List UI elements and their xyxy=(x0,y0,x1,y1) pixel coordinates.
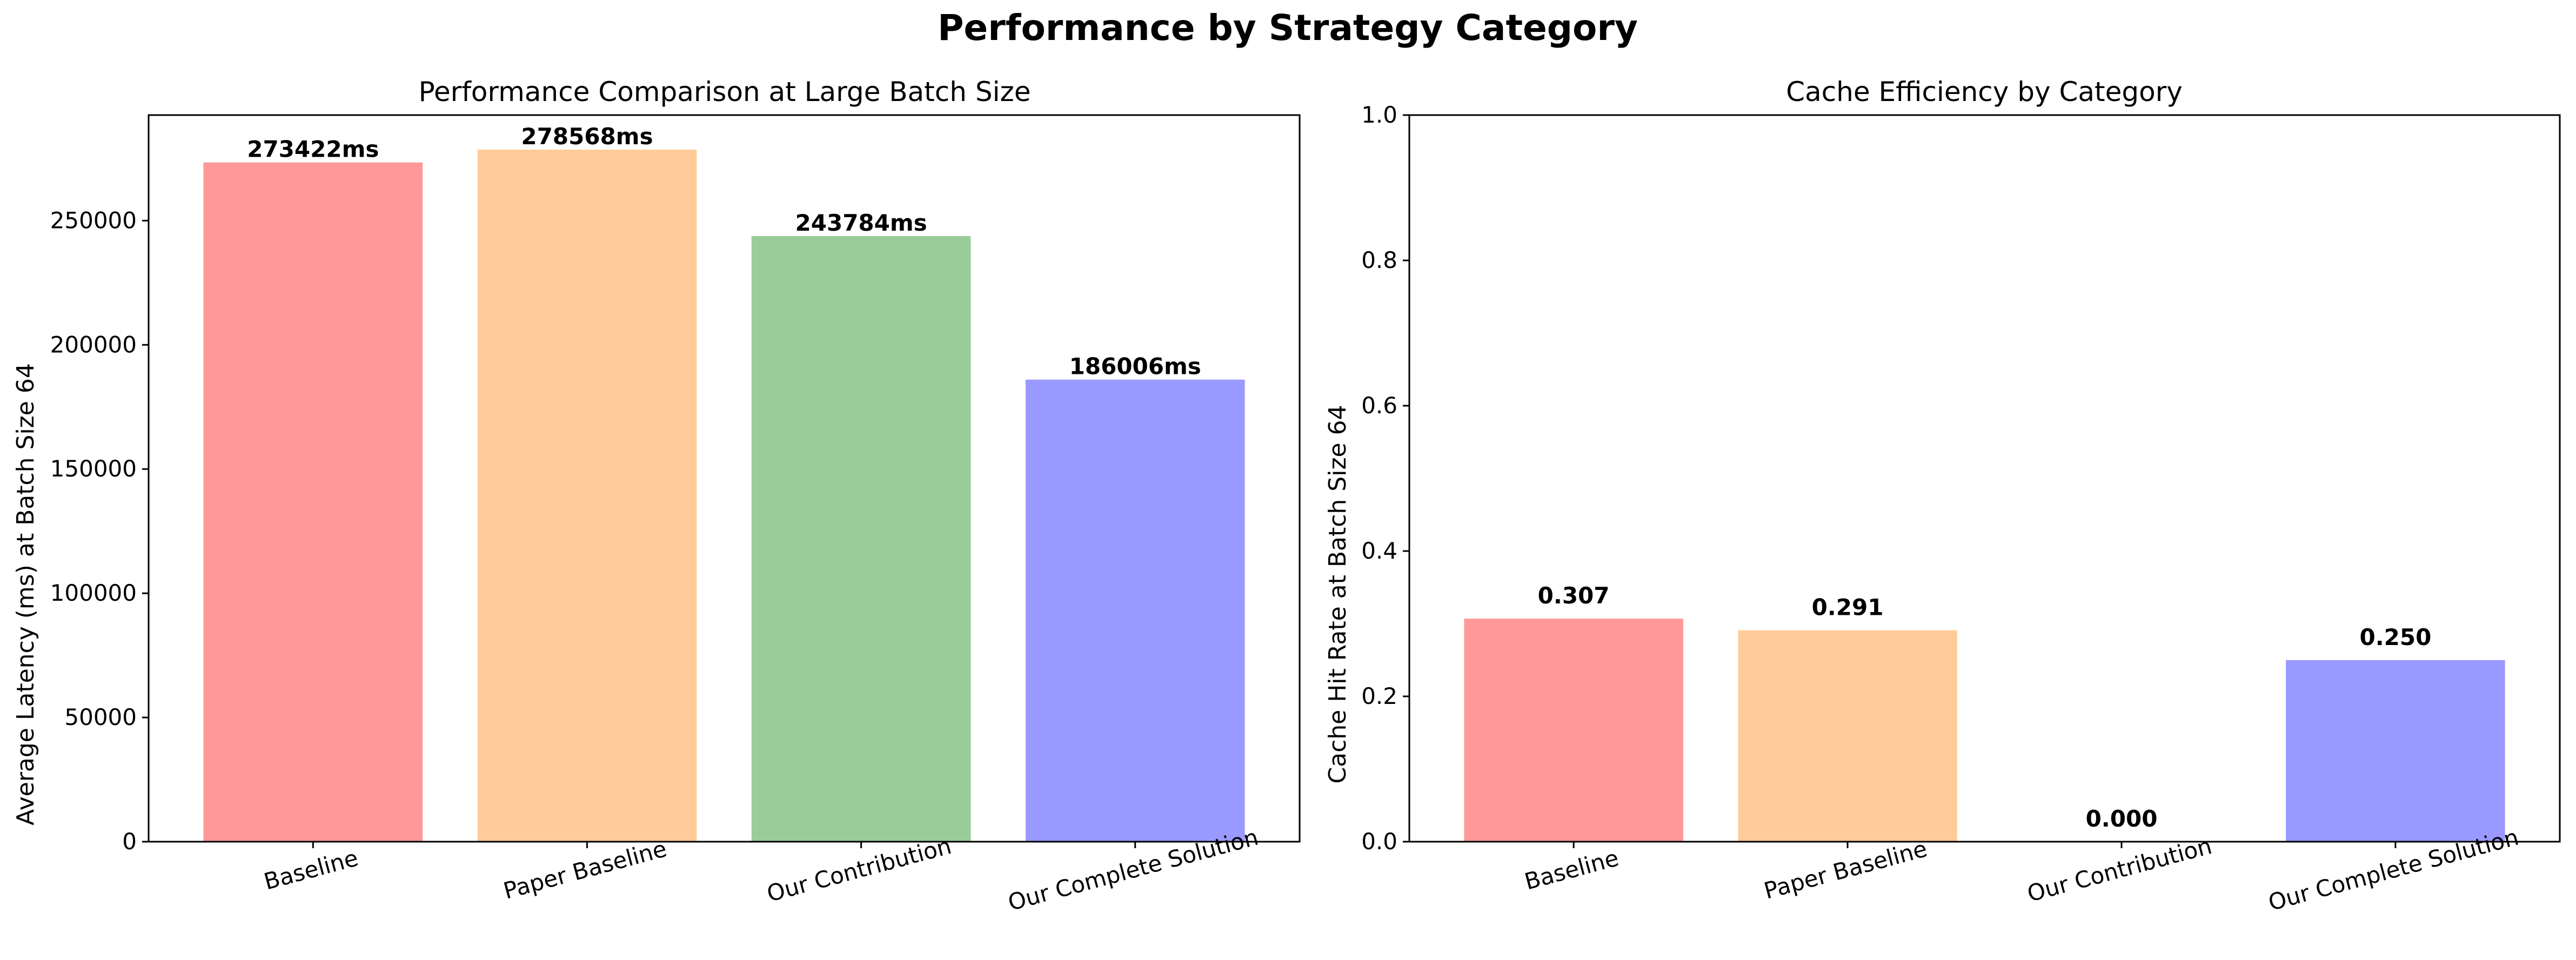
latency-bar xyxy=(203,162,423,842)
latency-x-tick-label: Paper Baseline xyxy=(500,835,669,904)
cache-y-tick-label: 1.0 xyxy=(1361,102,1397,128)
latency-y-axis: 0 50000 100000 150000 200000 250000 xyxy=(50,207,149,855)
latency-chart: Performance Comparison at Large Batch Si… xyxy=(12,76,1301,916)
cache-value-label: 0.307 xyxy=(1538,582,1610,609)
cache-chart: Cache Efficiency by Category Cache Hit R… xyxy=(1324,76,2561,916)
latency-value-label: 243784ms xyxy=(795,210,927,236)
cache-y-tick-label: 0.0 xyxy=(1361,828,1397,855)
cache-chart-ylabel: Cache Hit Rate at Batch Size 64 xyxy=(1324,405,1351,783)
latency-y-tick-label: 100000 xyxy=(50,580,137,606)
latency-bar xyxy=(477,150,697,842)
cache-value-label: 0.250 xyxy=(2359,624,2431,650)
latency-bar xyxy=(1025,379,1245,842)
latency-value-label: 278568ms xyxy=(521,123,653,150)
cache-value-label: 0.291 xyxy=(1812,594,1884,621)
cache-x-tick-label: Baseline xyxy=(1522,844,1622,895)
latency-bars xyxy=(203,150,1245,842)
latency-value-label: 186006ms xyxy=(1069,353,1201,380)
cache-x-tick-label: Paper Baseline xyxy=(1761,835,1930,904)
latency-chart-title: Performance Comparison at Large Batch Si… xyxy=(419,76,1031,108)
cache-bar xyxy=(1738,630,1957,842)
latency-y-tick-label: 0 xyxy=(122,828,137,855)
cache-x-tick-label: Our Contribution xyxy=(2024,833,2214,907)
cache-value-label: 0.000 xyxy=(2086,805,2158,832)
cache-plot-frame xyxy=(1408,114,2561,843)
cache-y-tick-label: 0.2 xyxy=(1361,683,1397,709)
cache-y-tick-label: 0.6 xyxy=(1361,392,1397,419)
cache-chart-title: Cache Efficiency by Category xyxy=(1786,76,2183,108)
cache-y-tick-label: 0.8 xyxy=(1361,247,1397,273)
latency-y-tick-label: 150000 xyxy=(50,455,137,482)
figure-title: Performance by Strategy Category xyxy=(938,7,1638,49)
latency-chart-ylabel: Average Latency (ms) at Batch Size 64 xyxy=(12,363,39,825)
cache-y-tick-label: 0.4 xyxy=(1361,538,1397,564)
latency-y-tick-label: 250000 xyxy=(50,207,137,233)
latency-x-tick-label: Baseline xyxy=(261,844,361,895)
cache-y-axis: 0.0 0.2 0.4 0.6 0.8 1.0 xyxy=(1361,102,1409,855)
latency-y-tick-label: 50000 xyxy=(64,704,137,730)
latency-value-labels: 273422ms 278568ms 243784ms 186006ms xyxy=(247,123,1201,380)
cache-bar xyxy=(1464,619,1683,842)
cache-value-labels: 0.307 0.291 0.000 0.250 xyxy=(1538,582,2432,832)
latency-x-tick-label: Our Contribution xyxy=(764,833,954,907)
latency-y-tick-label: 200000 xyxy=(50,331,137,358)
latency-value-label: 273422ms xyxy=(247,136,379,163)
cache-bar xyxy=(2286,660,2505,842)
cache-bars xyxy=(1464,619,2505,842)
latency-bar xyxy=(751,236,971,842)
latency-plot-frame xyxy=(148,114,1301,843)
